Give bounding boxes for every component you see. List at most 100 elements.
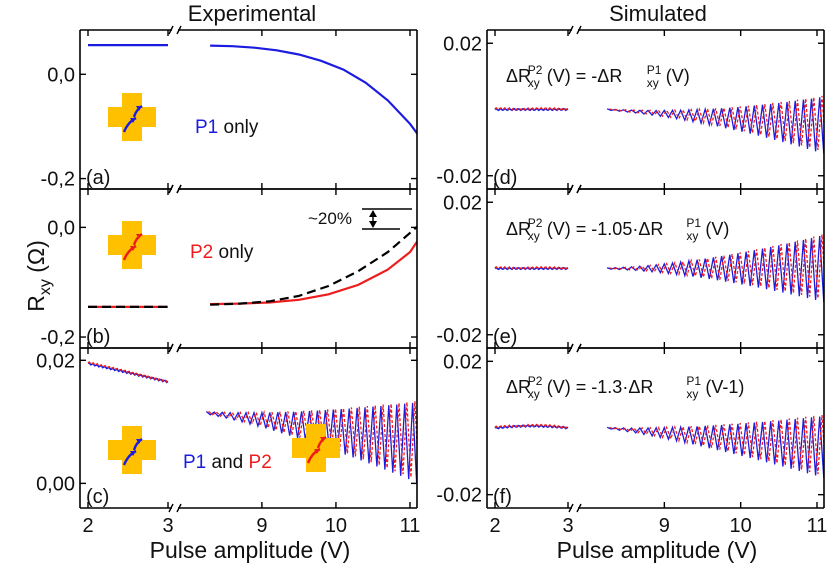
x-tick-label: 11 [807,515,828,537]
eq-middle: (V) = -1.05·ΔR [547,219,664,239]
y-tick-label: 0,00 [36,473,75,495]
y-tick-label: 0,0 [47,64,75,86]
axis-break-mark [576,25,582,35]
eq-end: (V) [705,219,729,239]
arrow-head-2 [136,234,142,239]
label-only: only [213,242,254,263]
frame-a: 0,0 -0,2 (a) [41,25,418,194]
arrow-head-2 [136,106,142,111]
label-p1-and-p2: P1 and P2 [183,452,272,473]
series-p1-line-2 [210,44,417,136]
panel-label-d: (d) [493,167,517,189]
arrow-head-1 [130,246,136,251]
eq-end: (V) [666,66,690,86]
y-tick-label: 0.02 [443,351,482,373]
y-tick-label: 0.02 [443,192,482,214]
cross-icon-p2-b [108,221,156,269]
label-p1-only: P1 only [195,117,259,138]
series-p1-line-1 [494,266,569,271]
series-p1-line-1 [494,107,569,112]
plot-e [494,234,824,302]
x-tick-label: 2 [82,515,93,537]
eq-superscript: P2 [528,216,543,230]
axis-break-mark [576,184,582,194]
y-tick-label: -0.02 [436,325,482,347]
plot-d [494,95,824,154]
eq-middle: (V) = -ΔR [547,66,623,86]
axis-break-mark [576,503,582,513]
axis-break-mark [568,184,574,194]
cross-icon-p2-c [292,424,340,472]
x-tick-label: 3 [562,515,573,537]
y-tick-label: -0.02 [436,485,482,507]
arrow-head-2 [136,439,142,444]
x-axis-label-left: Pulse amplitude (V) [150,537,351,563]
frame-c: 0,02 0,00 (c) [36,343,418,513]
plot-f [494,414,824,478]
percent-bracket [362,208,412,230]
eq-delta-r: ΔR [506,219,531,239]
eq-superscript: P2 [528,63,543,77]
x-tick-label: 9 [256,515,267,537]
series-p1-line-2 [205,402,417,483]
cross-icon-p1-a [108,93,156,141]
label-and: and [206,452,248,473]
label-percent: ~20% [308,209,352,228]
eq-subscript: xy [686,387,698,401]
label-p1: P1 [183,452,206,473]
series-p2-scaled-line-2 [210,225,417,306]
label-p2: P2 [249,452,272,473]
y-tick-label: -0,2 [41,169,75,191]
y-tick-label: 0.02 [443,33,482,55]
cross-horizontal-bar [108,440,156,460]
x-tick-label: 10 [325,515,347,537]
axis-break-mark [168,25,174,35]
eq-delta-r: ΔR [506,66,531,86]
series-p2-line-2 [609,95,824,150]
plot-c [87,361,417,483]
eq-middle: (V) = -1.3·ΔR [547,377,654,397]
cross-horizontal-bar [108,107,156,127]
cross-horizontal-bar [292,438,340,458]
eq-subscript: xy [686,229,698,243]
frame-e: 0.02 -0.02 (e) [436,184,825,353]
axis-break-mark [576,343,582,353]
arrow-head-2 [320,437,326,442]
panel-label-f: (f) [493,486,512,508]
right-title: Simulated [609,1,707,26]
series-p1-line-1 [494,424,569,430]
label-only: only [218,117,259,138]
y-tick-label: 0,02 [36,350,75,372]
eq-superscript: P1 [686,216,701,230]
frames-layer: 0,0 -0,2 (a) 0,0 -0,2 (b) 0,02 0,00 (c) 0.02 -0.02… [36,25,828,537]
eq-superscript: P2 [528,374,543,388]
eq-subscript: xy [528,229,540,243]
panel-label-c: (c) [86,486,109,508]
eq-subscript: xy [528,387,540,401]
axis-break-mark [176,343,182,353]
y-axis-label: Rxy (Ω) [23,240,54,312]
eq-superscript: P1 [686,374,701,388]
cross-horizontal-bar [108,235,156,255]
eq-end: (V-1) [705,377,744,397]
y-tick-label: -0,2 [41,327,75,349]
x-tick-label: 3 [162,515,173,537]
series-p2-line-1 [87,361,169,383]
x-tick-label: 2 [489,515,500,537]
axis-break-mark [568,503,574,513]
panel-label-e: (e) [493,326,517,348]
x-tick-label: 9 [659,515,670,537]
label-p2-only: P2 only [190,242,254,263]
axis-break-mark [568,25,574,35]
arrow-head-1 [130,118,136,123]
panel-label-b: (b) [86,326,110,348]
bracket-arrow-down [369,221,377,228]
left-title: Experimental [188,1,316,26]
axis-break-mark [168,503,174,513]
eq-superscript: P1 [647,63,662,77]
axis-break-mark [176,184,182,194]
y-tick-label: 0,0 [47,217,75,239]
bracket-arrow-up [369,210,377,217]
